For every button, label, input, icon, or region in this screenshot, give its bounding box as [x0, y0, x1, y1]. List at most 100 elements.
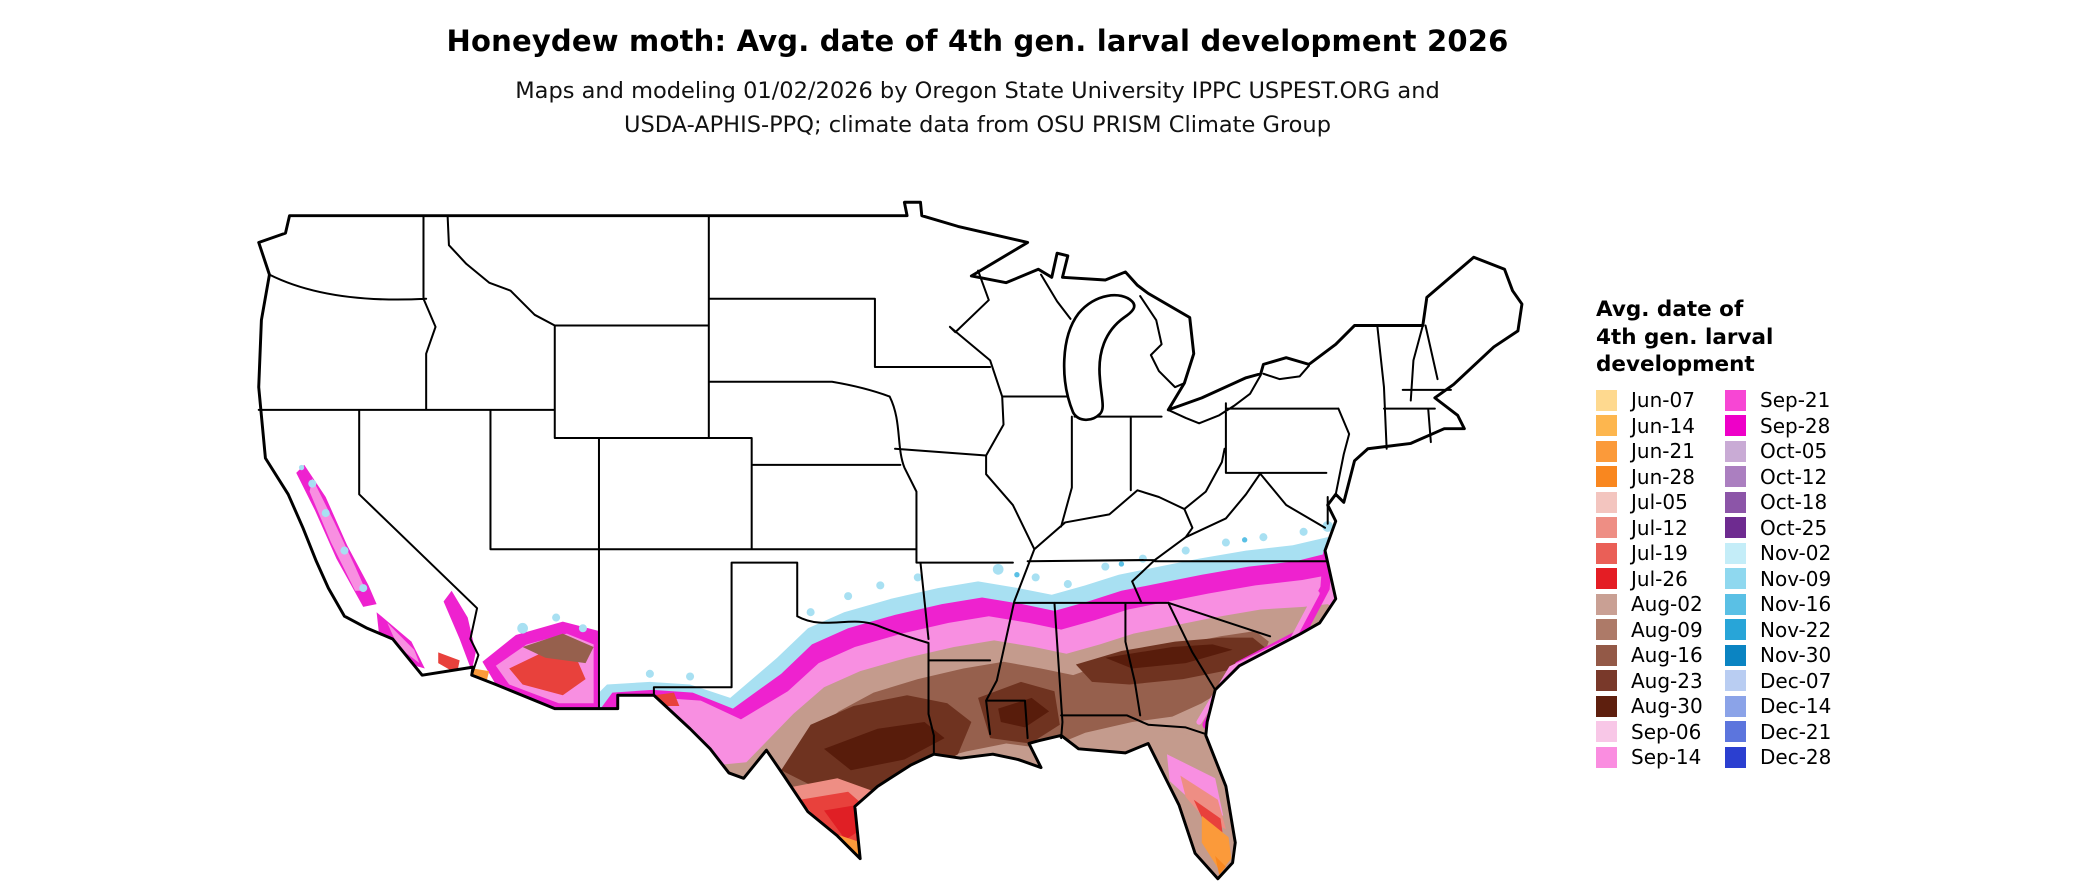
legend-label: Aug-02 [1631, 592, 1703, 617]
legend-entry: Jul-12 [1596, 515, 1725, 541]
legend-label: Jul-05 [1631, 490, 1688, 515]
data-darkest-ga [1105, 644, 1233, 669]
subtitle-line-1: Maps and modeling 01/02/2026 by Oregon S… [515, 78, 1440, 104]
legend-entry: Jul-19 [1596, 541, 1725, 567]
subtitle-line-2: USDA-APHIS-PPQ; climate data from OSU PR… [624, 112, 1331, 138]
legend-label: Aug-16 [1631, 643, 1703, 668]
legend-label: Dec-21 [1760, 719, 1832, 744]
legend-label: Jun-28 [1631, 464, 1695, 489]
data-cool-speckles [298, 464, 1334, 681]
legend-swatch [1596, 695, 1617, 717]
us-outline [257, 200, 1524, 881]
legend-entry: Jun-21 [1596, 439, 1725, 465]
legend-label: Sep-14 [1631, 745, 1702, 770]
legend-entry: Oct-18 [1725, 490, 1854, 516]
legend-entry: Jun-07 [1596, 388, 1725, 414]
legend-label: Dec-28 [1760, 745, 1832, 770]
data-florida [1132, 724, 1232, 875]
legend-entry: Jul-26 [1596, 566, 1725, 592]
legend-entry: Sep-28 [1725, 413, 1854, 439]
legend-label: Oct-05 [1760, 439, 1828, 464]
legend-column-1: Jun-07 Jun-14 Jun-21 Jun-28 Jul-05 Jul-12 Jul-… [1596, 388, 1725, 771]
state-borders-east [948, 269, 1452, 740]
legend-swatch [1725, 466, 1746, 488]
legend-label: Jun-07 [1631, 388, 1695, 413]
legend: Avg. date of 4th gen. larval development… [1596, 296, 1976, 770]
legend-entry: Jul-05 [1596, 490, 1725, 516]
legend-label: Sep-06 [1631, 719, 1702, 744]
legend-label: Jul-26 [1631, 566, 1688, 591]
legend-swatch [1725, 491, 1746, 513]
figure-header: Honeydew moth: Avg. date of 4th gen. lar… [0, 24, 1955, 142]
legend-swatch [1596, 644, 1617, 666]
legend-entry: Aug-16 [1596, 643, 1725, 669]
lake-michigan [1062, 293, 1136, 422]
legend-label: Nov-30 [1760, 643, 1832, 668]
legend-entry: Aug-30 [1596, 694, 1725, 720]
legend-label: Aug-23 [1631, 668, 1703, 693]
legend-label: Nov-16 [1760, 592, 1832, 617]
legend-entry: Nov-22 [1725, 617, 1854, 643]
legend-entry: Oct-25 [1725, 515, 1854, 541]
legend-title: Avg. date of 4th gen. larval development [1596, 296, 1976, 379]
legend-swatch [1596, 670, 1617, 692]
data-darkest-tx [824, 722, 945, 771]
legend-swatch [1596, 491, 1617, 513]
legend-swatch [1725, 440, 1746, 462]
legend-label: Oct-18 [1760, 490, 1828, 515]
legend-label: Jul-12 [1631, 515, 1688, 540]
legend-entry: Dec-28 [1725, 745, 1854, 771]
data-arizona [443, 590, 599, 709]
legend-entry: Dec-21 [1725, 719, 1854, 745]
legend-swatch [1596, 746, 1617, 768]
model-data-layer [296, 464, 1360, 879]
legend-swatch [1596, 440, 1617, 462]
legend-swatch [1725, 593, 1746, 615]
legend-entry: Oct-05 [1725, 439, 1854, 465]
legend-entry: Nov-30 [1725, 643, 1854, 669]
legend-swatch [1725, 644, 1746, 666]
legend-swatch [1596, 568, 1617, 590]
legend-entry: Nov-02 [1725, 541, 1854, 567]
us-map-svg [257, 200, 1524, 881]
legend-title-line-1: Avg. date of [1596, 297, 1744, 322]
legend-swatch [1596, 721, 1617, 743]
legend-swatch [1725, 415, 1746, 437]
data-california [296, 464, 460, 674]
legend-entry: Oct-12 [1725, 464, 1854, 490]
legend-swatch [1725, 746, 1746, 768]
legend-entry: Nov-16 [1725, 592, 1854, 618]
legend-label: Jun-21 [1631, 439, 1695, 464]
state-borders-west [257, 214, 1014, 754]
legend-swatch [1596, 389, 1617, 411]
legend-entry: Aug-23 [1596, 668, 1725, 694]
legend-swatch [1725, 619, 1746, 641]
legend-column-2: Sep-21 Sep-28 Oct-05 Oct-12 Oct-18 Oct-25 Nov-… [1725, 388, 1854, 771]
us-map [248, 186, 1534, 883]
legend-swatch [1725, 568, 1746, 590]
legend-swatch [1725, 670, 1746, 692]
legend-swatch [1596, 593, 1617, 615]
legend-label: Jun-14 [1631, 413, 1695, 438]
legend-swatch [1596, 466, 1617, 488]
legend-swatch [1725, 517, 1746, 539]
legend-label: Dec-07 [1760, 668, 1832, 693]
legend-title-line-3: development [1596, 352, 1755, 377]
legend-label: Nov-02 [1760, 541, 1832, 566]
legend-entry: Aug-09 [1596, 617, 1725, 643]
legend-title-line-2: 4th gen. larval [1596, 324, 1774, 350]
legend-label: Oct-12 [1760, 464, 1828, 489]
legend-entry: Dec-14 [1725, 694, 1854, 720]
legend-label: Nov-22 [1760, 617, 1832, 642]
legend-swatch [1596, 517, 1617, 539]
legend-label: Dec-14 [1760, 694, 1832, 719]
figure-subtitle: Maps and modeling 01/02/2026 by Oregon S… [0, 74, 1955, 142]
legend-label: Sep-28 [1760, 413, 1831, 438]
legend-entry: Jun-28 [1596, 464, 1725, 490]
legend-entry: Sep-14 [1596, 745, 1725, 771]
legend-swatch [1596, 415, 1617, 437]
data-darkest-ms [998, 697, 1050, 728]
figure-title: Honeydew moth: Avg. date of 4th gen. lar… [446, 24, 1509, 58]
legend-label: Jul-19 [1631, 541, 1688, 566]
